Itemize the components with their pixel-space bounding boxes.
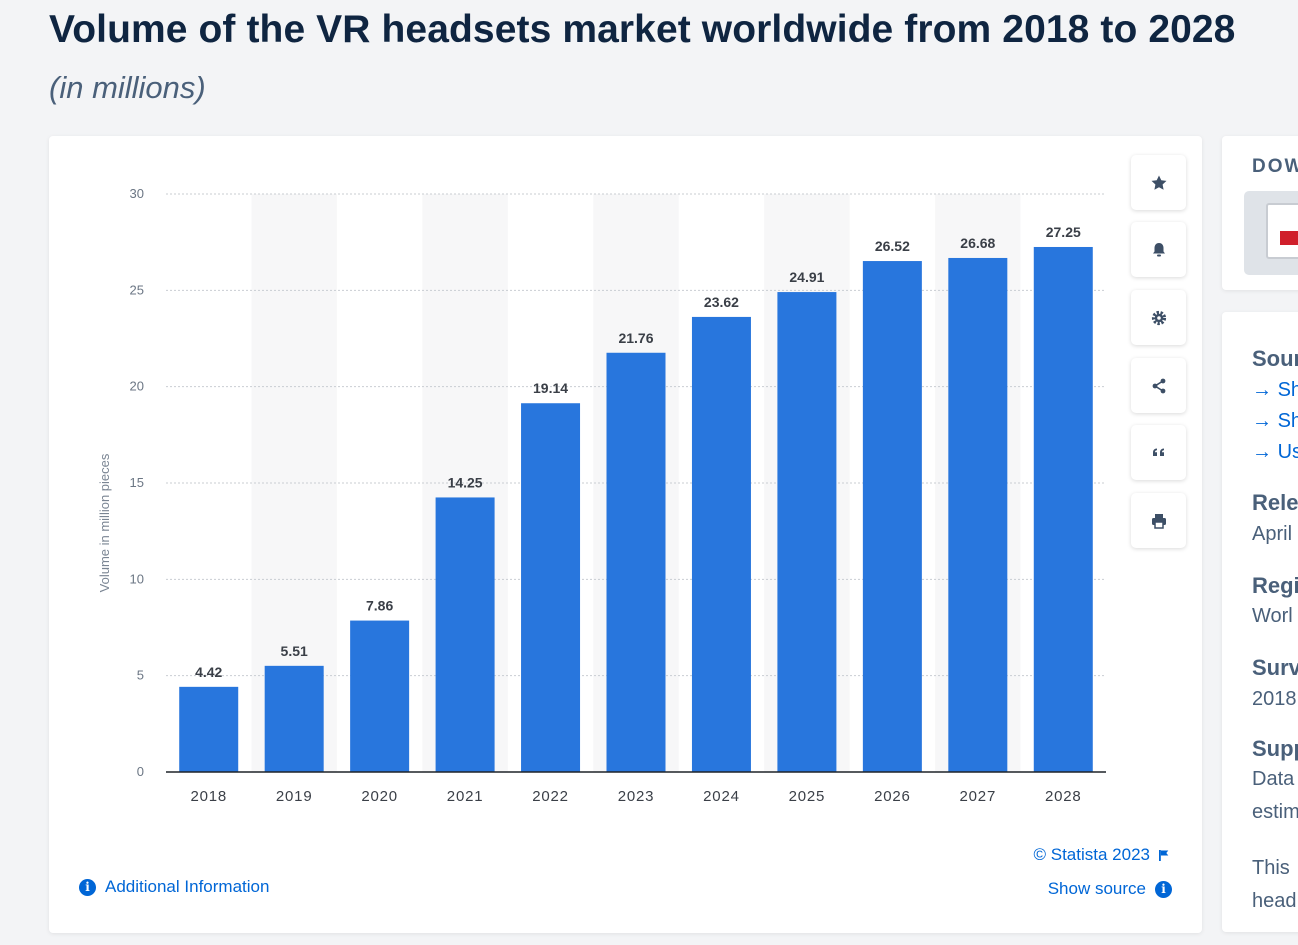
x-tick-label: 2028 [1045,788,1082,805]
data-label: 26.52 [875,238,910,254]
data-label: 4.42 [195,664,222,680]
x-tick-label: 2021 [447,788,484,805]
y-tick-label: 20 [130,379,144,394]
bar-2028[interactable] [1033,246,1093,772]
share-button[interactable] [1131,358,1186,413]
bar-2022[interactable] [521,403,581,772]
star-icon [1151,175,1166,190]
x-tick-label: 2018 [190,788,227,805]
source-heading: Sour [1252,346,1298,371]
download-panel: DOW [1222,136,1298,290]
copyright[interactable]: © Statista 2023 [1034,845,1171,865]
additional-information-text[interactable]: Additional Information [105,877,270,896]
y-tick-label: 0 [137,764,144,779]
survey-value: 2018 [1252,688,1297,710]
data-label: 5.51 [281,643,308,659]
x-tick-label: 2024 [703,788,740,805]
additional-information-link[interactable]: i Additional Information [79,877,269,897]
cite-button[interactable] [1131,425,1186,480]
download-pdf-button[interactable] [1244,191,1298,275]
details-panel: Sour → Sh → Sh → Us Rele April Regi Worl… [1222,312,1298,932]
data-label: 14.25 [448,474,483,490]
quote-icon [1152,448,1164,456]
bar-2019[interactable] [264,665,324,772]
x-tick-label: 2023 [618,788,655,805]
bar-2027[interactable] [948,257,1008,772]
x-tick-label: 2026 [874,788,911,805]
y-axis-label: Volume in million pieces [97,453,112,592]
printer-icon [1151,513,1166,529]
y-tick-label: 15 [130,475,144,490]
x-tick-label: 2022 [532,788,569,805]
info-icon: i [1155,880,1172,898]
survey-heading: Surv [1252,655,1298,680]
download-heading: DOW [1252,156,1298,177]
x-tick-label: 2027 [960,788,997,805]
chart-card: 4.42 5.51 7.86 14.25 19.14 21.76 23.62 24.91 26.… [49,136,1202,933]
source-link[interactable]: → Us [1252,441,1298,463]
copyright-text[interactable]: © Statista 2023 [1033,845,1151,864]
share-icon [1152,378,1165,393]
data-label: 27.25 [1046,224,1081,240]
supplementary-heading: Supp [1252,736,1298,761]
flag-icon [1159,849,1169,861]
data-label: 19.14 [533,380,568,396]
favorite-button[interactable] [1131,155,1186,210]
alert-button[interactable] [1131,222,1186,277]
release-value: April [1252,523,1293,545]
supplementary-text: Data [1252,768,1295,790]
supplementary-text: estim [1252,801,1298,823]
region-heading: Regi [1252,573,1298,598]
x-tick-label: 2020 [361,788,398,805]
page-title: Volume of the VR headsets market worldwi… [49,8,1236,51]
x-tick-label: 2019 [276,788,313,805]
y-tick-label: 30 [130,186,144,201]
gear-icon [1151,310,1166,325]
source-link[interactable]: → Sh [1252,410,1298,432]
note-text: This [1252,857,1290,879]
data-label: 7.86 [366,598,393,614]
data-label: 21.76 [618,330,653,346]
source-link[interactable]: → Sh [1252,379,1298,401]
data-label: 24.91 [789,269,824,285]
release-heading: Rele [1252,490,1298,515]
bar-chart: 4.42 5.51 7.86 14.25 19.14 21.76 23.62 24.91 26.… [97,186,1106,805]
bell-icon [1152,242,1165,256]
print-button[interactable] [1131,493,1186,548]
y-tick-label: 10 [130,571,144,586]
data-label: 23.62 [704,294,739,310]
bar-2026[interactable] [862,261,922,772]
bar-2023[interactable] [606,352,666,772]
bar-2025[interactable] [777,292,837,772]
note-text: head [1252,890,1297,912]
data-label: 26.68 [960,235,995,251]
bar-2018[interactable] [179,686,239,772]
page-subtitle: (in millions) [49,70,206,105]
pdf-icon [1266,203,1298,259]
bar-2021[interactable] [435,497,495,772]
x-tick-label: 2025 [789,788,826,805]
settings-button[interactable] [1131,290,1186,345]
show-source-text[interactable]: Show source [1047,879,1146,898]
y-tick-label: 25 [130,282,144,297]
bar-2020[interactable] [350,620,410,772]
region-value: Worl [1252,605,1293,627]
info-icon: i [79,878,96,896]
bar-2024[interactable] [691,316,751,772]
y-tick-label: 5 [137,668,144,683]
show-source-link[interactable]: Show source i [1048,879,1172,899]
